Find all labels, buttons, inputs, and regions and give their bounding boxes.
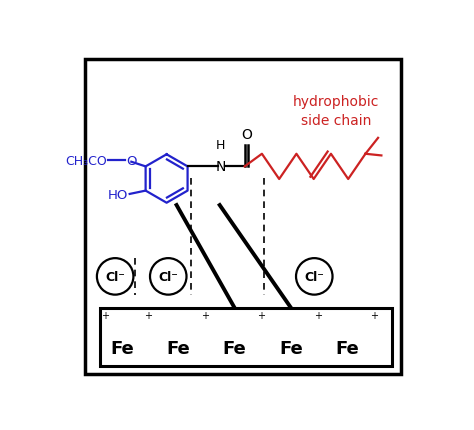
FancyBboxPatch shape	[85, 60, 401, 375]
Text: Fe: Fe	[110, 339, 134, 357]
Text: hydrophobic
side chain: hydrophobic side chain	[292, 95, 379, 128]
Text: Fe: Fe	[223, 339, 246, 357]
Text: +: +	[201, 310, 209, 320]
FancyBboxPatch shape	[100, 308, 392, 366]
Text: Cl⁻: Cl⁻	[158, 270, 178, 283]
Text: N: N	[216, 160, 226, 174]
Text: +: +	[101, 310, 109, 320]
Text: CH₃CO: CH₃CO	[65, 154, 107, 168]
Text: HO: HO	[108, 189, 128, 202]
Text: Fe: Fe	[279, 339, 303, 357]
Text: +: +	[145, 310, 152, 320]
Circle shape	[150, 258, 186, 295]
Text: Cl⁻: Cl⁻	[304, 270, 324, 283]
Text: Fe: Fe	[166, 339, 190, 357]
Text: +: +	[314, 310, 321, 320]
Text: O: O	[126, 154, 137, 168]
Text: +: +	[370, 310, 378, 320]
Text: H: H	[216, 139, 226, 152]
Text: O: O	[241, 128, 252, 142]
Text: +: +	[257, 310, 265, 320]
Text: Fe: Fe	[336, 339, 359, 357]
Circle shape	[296, 258, 333, 295]
Circle shape	[97, 258, 133, 295]
Text: Cl⁻: Cl⁻	[105, 270, 125, 283]
